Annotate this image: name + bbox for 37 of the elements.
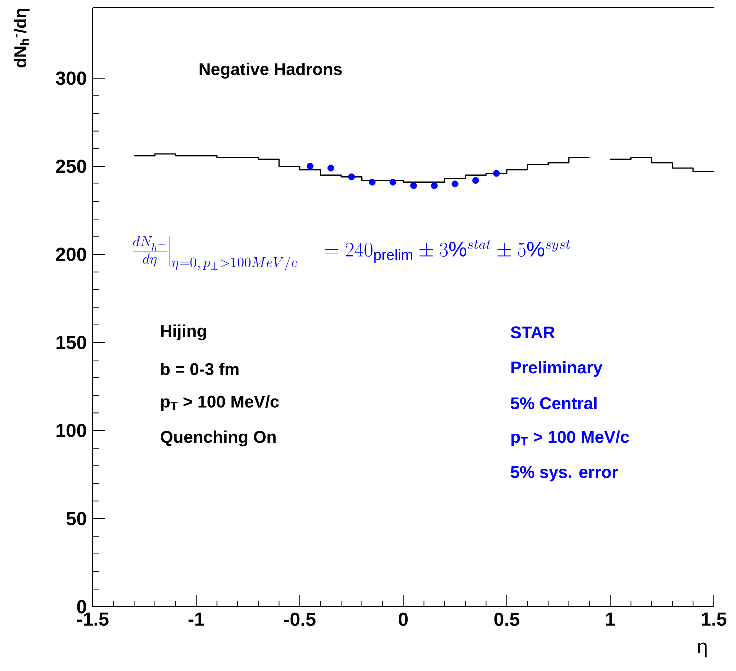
annotation: Hijing <box>161 324 206 341</box>
annotation: STAR <box>511 326 556 339</box>
point <box>369 179 376 186</box>
x-axis-title: η <box>698 642 707 658</box>
annotation: Quenching On <box>160 430 276 447</box>
x-tick-label: 0 <box>398 612 408 626</box>
annotation: p$_{T}$ > 100 MeV/c <box>512 430 630 447</box>
point <box>431 182 438 190</box>
annotation: 5% Central <box>511 397 597 410</box>
point <box>390 179 397 186</box>
point <box>452 180 459 188</box>
x-tick-label: 1 <box>606 612 616 626</box>
y-tick-label: 0 <box>77 600 86 614</box>
annotation: 5% sys. error <box>511 466 618 482</box>
y-tick-label: 100 <box>56 424 86 438</box>
point <box>328 164 334 172</box>
y-tick-label: 250 <box>56 160 86 174</box>
y-axis-title: dN$_{h}$$^{-}$/dη <box>14 9 30 68</box>
y-tick-label: 150 <box>56 336 86 350</box>
y-tick-label: 300 <box>56 72 86 86</box>
annotation: p$_{T}$ > 100 MeV/c <box>161 395 280 412</box>
point <box>410 182 418 190</box>
text: Negative Hadrons <box>200 62 342 79</box>
y-tick-label: 200 <box>56 248 86 262</box>
x-tick-label: 0.5 <box>494 612 520 626</box>
point <box>306 163 314 170</box>
point <box>472 177 480 184</box>
x-tick-label: -1.5 <box>77 612 109 626</box>
annotation: b = 0-3 fm <box>161 362 239 376</box>
x-tick-label: -0.5 <box>284 612 316 626</box>
annotation: $\left.\frac{dN_{h^{-}}}{d\eta}\right|_{\eta=0,\,p_{\perp}>100MeV/c}\quad =240_{\mathrm{prelim}}\pm 3\%^{stat}\pm 5\%^{syst}$ <box>132 236 570 271</box>
x-tick-label: 1.5 <box>702 612 727 626</box>
annotation: Preliminary <box>512 361 603 378</box>
point <box>348 174 356 181</box>
x-tick-label: -1 <box>188 612 204 626</box>
point <box>493 170 500 177</box>
y-tick-label: 50 <box>66 512 86 526</box>
